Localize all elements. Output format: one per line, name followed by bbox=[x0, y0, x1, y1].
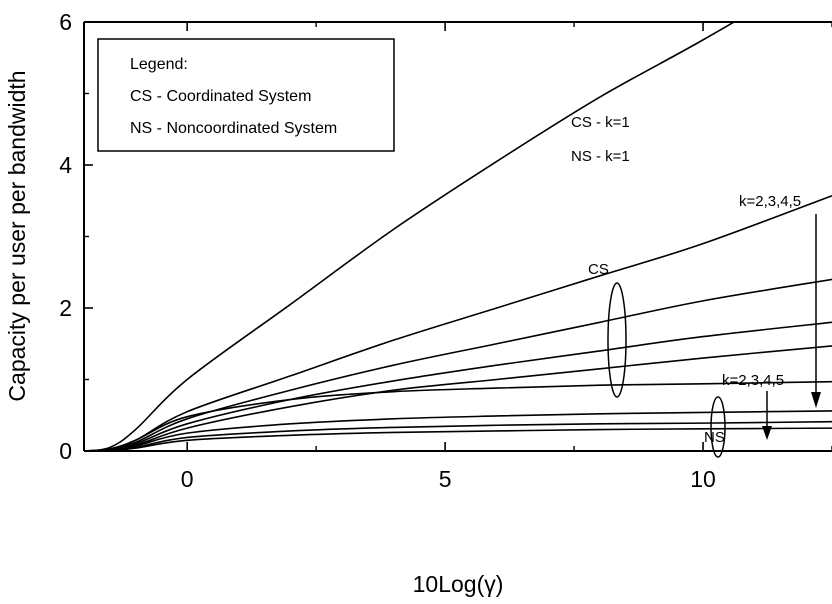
series-line-7 bbox=[84, 410, 832, 451]
ns-arrow-head bbox=[762, 426, 772, 440]
series-line-6 bbox=[84, 380, 832, 451]
series-line-9 bbox=[84, 427, 832, 451]
y-tick-label: 2 bbox=[59, 295, 72, 321]
annotation-ns-k1: NS - k=1 bbox=[571, 148, 630, 165]
legend-box bbox=[97, 38, 395, 152]
cs-arrow-head bbox=[811, 392, 821, 408]
x-tick-label: 0 bbox=[181, 466, 194, 492]
cs-group-ellipse bbox=[607, 282, 627, 398]
y-tick-label: 0 bbox=[59, 438, 72, 464]
legend-title: Legend: bbox=[130, 56, 188, 73]
legend-entry-cs: CS - Coordinated System bbox=[130, 88, 311, 105]
x-tick-label: 5 bbox=[439, 466, 452, 492]
curves-layer bbox=[84, 22, 832, 451]
y-tick-label: 6 bbox=[59, 9, 72, 35]
ticks-layer: 0 5 10 0 2 4 6 bbox=[59, 9, 832, 492]
y-axis-label: Capacity per user per bandwidth bbox=[4, 70, 30, 401]
ns-group-ellipse bbox=[710, 396, 726, 458]
annotation-cs-group: CS bbox=[588, 261, 609, 278]
x-axis-label: 10Log(γ) bbox=[413, 571, 504, 597]
annotation-cs-k-range: k=2,3,4,5 bbox=[739, 193, 801, 210]
y-tick-label: 4 bbox=[59, 152, 72, 178]
series-line-3 bbox=[84, 278, 832, 451]
annotation-ns-group: NS bbox=[704, 429, 725, 446]
series-line-1 bbox=[84, 22, 736, 451]
annotation-ns-k-range: k=2,3,4,5 bbox=[722, 372, 784, 389]
legend-entry-ns: NS - Noncoordinated System bbox=[130, 120, 337, 137]
x-tick-label: 10 bbox=[690, 466, 716, 492]
annotation-cs-k1: CS - k=1 bbox=[571, 114, 630, 131]
series-line-4 bbox=[84, 321, 832, 451]
